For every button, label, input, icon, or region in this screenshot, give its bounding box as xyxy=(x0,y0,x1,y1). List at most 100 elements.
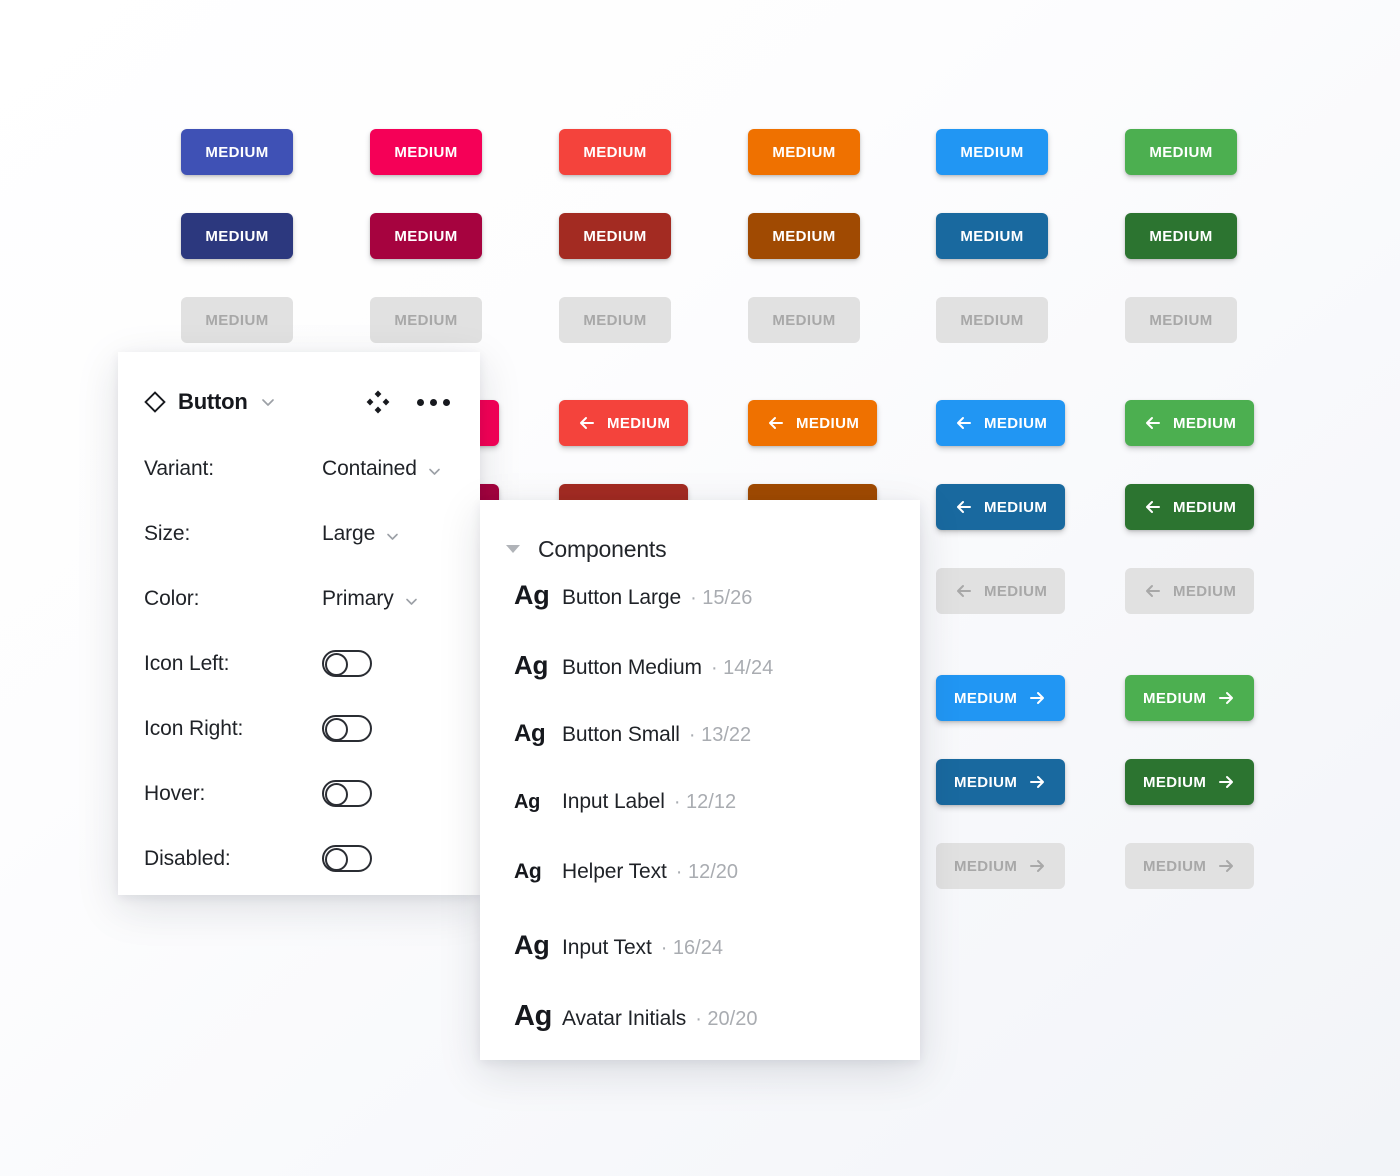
toggle-hover[interactable] xyxy=(322,780,372,807)
button-label: MEDIUM xyxy=(1149,227,1213,245)
button-label: MEDIUM xyxy=(394,143,458,161)
arrow-left-icon xyxy=(954,413,974,433)
button-panel-header: Button xyxy=(118,352,480,424)
button-pink-disabled-text-only: MEDIUM xyxy=(370,297,482,343)
property-label: Hover: xyxy=(144,781,206,805)
arrow-right-icon xyxy=(1216,688,1236,708)
button-panel-title: Button xyxy=(178,389,248,414)
list-item[interactable]: Ag Avatar Initials · 20/20 xyxy=(480,1000,920,1070)
list-item[interactable]: Ag Button Medium · 14/24 xyxy=(480,650,920,720)
caret-down-icon[interactable] xyxy=(506,545,520,553)
button-green-dark-icon-right[interactable]: MEDIUM xyxy=(1125,759,1255,805)
button-green-base-icon-right[interactable]: MEDIUM xyxy=(1125,675,1255,721)
button-green-dark-icon-left[interactable]: MEDIUM xyxy=(1125,484,1255,530)
button-red-dark-text-only[interactable]: MEDIUM xyxy=(559,213,671,259)
button-green-disabled-icon-left: MEDIUM xyxy=(1125,568,1255,614)
text-style-sample: Ag xyxy=(514,580,550,610)
arrow-left-icon xyxy=(954,581,974,601)
button-indigo-dark-text-only[interactable]: MEDIUM xyxy=(181,213,293,259)
button-label: MEDIUM xyxy=(394,227,458,245)
components-panel-header[interactable]: Components xyxy=(480,500,920,570)
property-select[interactable]: Contained xyxy=(322,457,442,481)
list-item[interactable]: Ag Input Label · 12/12 xyxy=(480,790,920,860)
property-label: Icon Right: xyxy=(144,716,244,740)
property-row-size: Size: Large xyxy=(144,501,454,566)
button-green-disabled-icon-right: MEDIUM xyxy=(1125,843,1255,889)
button-green-base-text-only[interactable]: MEDIUM xyxy=(1125,129,1237,175)
button-blue-dark-icon-right[interactable]: MEDIUM xyxy=(936,759,1066,805)
button-blue-base-text-only[interactable]: MEDIUM xyxy=(936,129,1048,175)
button-pink-dark-text-only[interactable]: MEDIUM xyxy=(370,213,482,259)
button-blue-disabled-icon-right: MEDIUM xyxy=(936,843,1066,889)
property-row-iconleft: Icon Left: xyxy=(144,631,454,696)
button-label: MEDIUM xyxy=(205,227,269,245)
button-property-rows: Variant: Contained Size: Large Color: Primary… xyxy=(118,424,480,891)
arrow-right-icon xyxy=(1216,856,1236,876)
button-label: MEDIUM xyxy=(1173,498,1237,516)
button-blue-base-icon-right[interactable]: MEDIUM xyxy=(936,675,1066,721)
button-orange-base-icon-left[interactable]: MEDIUM xyxy=(748,400,878,446)
button-label: MEDIUM xyxy=(960,227,1024,245)
property-label: Color: xyxy=(144,586,200,610)
text-style-metrics: · 14/24 xyxy=(710,657,774,679)
more-dots-icon[interactable] xyxy=(417,398,450,406)
button-blue-dark-icon-left[interactable]: MEDIUM xyxy=(936,484,1066,530)
list-item[interactable]: Ag Button Small · 13/22 xyxy=(480,720,920,790)
button-red-base-icon-left[interactable]: MEDIUM xyxy=(559,400,689,446)
button-label: MEDIUM xyxy=(796,414,860,432)
button-blue-dark-text-only[interactable]: MEDIUM xyxy=(936,213,1048,259)
toggle-knob xyxy=(325,653,348,676)
button-green-base-icon-left[interactable]: MEDIUM xyxy=(1125,400,1255,446)
toggle-knob xyxy=(325,848,348,871)
button-label: MEDIUM xyxy=(583,143,647,161)
arrow-left-icon xyxy=(1143,413,1163,433)
components-panel-title: Components xyxy=(538,535,667,562)
button-label: MEDIUM xyxy=(607,414,671,432)
button-label: MEDIUM xyxy=(772,227,836,245)
text-style-name: Input Label xyxy=(562,790,665,813)
toggle-disabled[interactable] xyxy=(322,845,372,872)
button-indigo-base-text-only[interactable]: MEDIUM xyxy=(181,129,293,175)
button-orange-base-text-only[interactable]: MEDIUM xyxy=(748,129,860,175)
button-orange-dark-text-only[interactable]: MEDIUM xyxy=(748,213,860,259)
button-pink-base-text-only[interactable]: MEDIUM xyxy=(370,129,482,175)
button-label: MEDIUM xyxy=(205,143,269,161)
text-style-metrics: · 20/20 xyxy=(695,1008,758,1030)
arrow-right-icon xyxy=(1027,772,1047,792)
toggle-iconright[interactable] xyxy=(322,715,372,742)
button-green-disabled-text-only: MEDIUM xyxy=(1125,297,1237,343)
arrow-right-icon xyxy=(1027,856,1047,876)
property-label: Variant: xyxy=(144,456,215,480)
button-green-dark-text-only[interactable]: MEDIUM xyxy=(1125,213,1237,259)
button-label: MEDIUM xyxy=(954,857,1018,875)
property-select[interactable]: Primary xyxy=(322,587,419,611)
button-red-base-text-only[interactable]: MEDIUM xyxy=(559,129,671,175)
property-select[interactable]: Large xyxy=(322,522,400,546)
text-style-sample: Ag xyxy=(514,650,549,680)
list-item[interactable]: Ag Input Text · 16/24 xyxy=(480,930,920,1000)
property-value: Large xyxy=(322,521,376,545)
text-style-name: Input Text xyxy=(562,936,652,959)
button-label: MEDIUM xyxy=(984,582,1048,600)
button-label: MEDIUM xyxy=(954,689,1018,707)
button-label: MEDIUM xyxy=(960,143,1024,161)
text-style-sample: Ag xyxy=(514,720,546,747)
button-indigo-disabled-text-only: MEDIUM xyxy=(181,297,293,343)
button-label: MEDIUM xyxy=(772,143,836,161)
arrow-left-icon xyxy=(1143,581,1163,601)
four-diamonds-icon[interactable] xyxy=(365,389,391,415)
button-blue-base-icon-left[interactable]: MEDIUM xyxy=(936,400,1066,446)
property-value: Primary xyxy=(322,586,394,610)
property-value: Contained xyxy=(322,456,417,480)
list-item[interactable]: Ag Button Large · 15/26 xyxy=(480,580,920,650)
button-label: MEDIUM xyxy=(1143,857,1207,875)
text-style-name: Button Small xyxy=(562,723,680,746)
toggle-iconleft[interactable] xyxy=(322,650,372,677)
arrow-right-icon xyxy=(1027,688,1047,708)
list-item[interactable]: Ag Helper Text · 12/20 xyxy=(480,860,920,930)
button-label: MEDIUM xyxy=(984,414,1048,432)
property-row-color: Color: Primary xyxy=(144,566,454,631)
toggle-knob xyxy=(325,783,348,806)
text-style-sample: Ag xyxy=(514,791,541,813)
chevron-down-icon[interactable] xyxy=(260,394,276,410)
